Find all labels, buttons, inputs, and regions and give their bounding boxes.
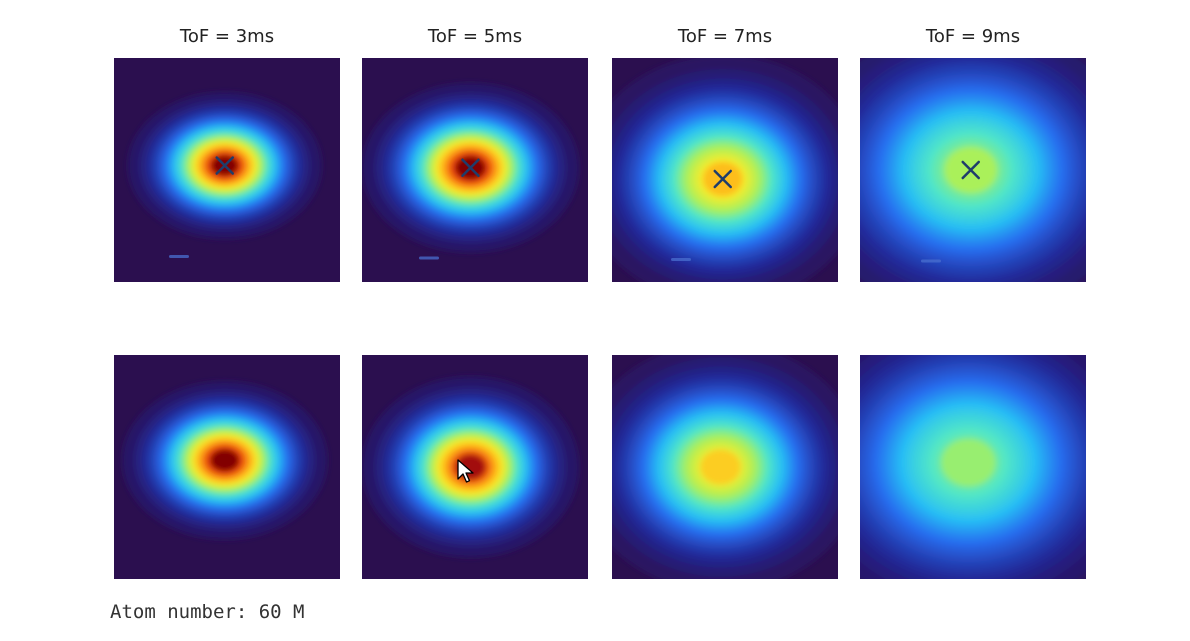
- image-artifact: [671, 258, 691, 261]
- atom-number-caption: Atom number: 60 M: [110, 601, 305, 623]
- density-core: [700, 449, 741, 485]
- measured-cloud-3: [612, 58, 838, 282]
- panel-title: ToF = 3ms: [179, 26, 275, 47]
- fit-cloud-2: [362, 376, 579, 558]
- measured-image-1: [114, 58, 340, 282]
- image-artifact: [169, 255, 189, 258]
- measured-cloud-4: [860, 58, 1086, 282]
- measured-image-3: [612, 58, 838, 282]
- fit-image-3: [612, 355, 838, 579]
- fit-image-4: [860, 355, 1086, 579]
- fit-image-1: [114, 355, 340, 579]
- image-artifact: [419, 256, 439, 260]
- panel-title: ToF = 7ms: [677, 26, 773, 47]
- image-artifact: [921, 259, 941, 263]
- center-marker-x: [961, 160, 980, 180]
- fit-cloud-3: [612, 355, 838, 579]
- fit-image-2: [362, 355, 588, 579]
- measured-image-2: [362, 58, 588, 282]
- center-marker-x: [461, 158, 480, 178]
- panel-title: ToF = 5ms: [427, 26, 523, 47]
- fit-cloud-4: [860, 355, 1086, 579]
- center-marker-x: [713, 169, 732, 189]
- fit-cloud-1: [122, 381, 328, 540]
- measured-image-4: [860, 58, 1086, 282]
- density-core: [210, 449, 239, 472]
- mouse-cursor-icon: [457, 459, 474, 483]
- panel-title: ToF = 9ms: [925, 26, 1021, 47]
- density-core: [941, 439, 996, 487]
- center-marker-x: [215, 156, 234, 175]
